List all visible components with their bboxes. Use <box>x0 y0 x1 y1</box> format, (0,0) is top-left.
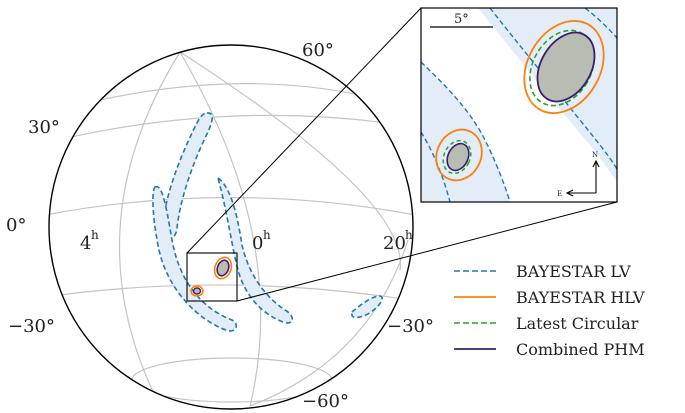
phm-contour-inset-small <box>446 142 470 172</box>
lv-band-inset-left <box>421 62 510 202</box>
lat-label-m30-left: −30° <box>8 316 55 337</box>
compass-east-label: E <box>557 190 562 198</box>
hlv-contour-globe <box>213 256 233 280</box>
lat-label-30: 30° <box>28 117 60 138</box>
legend-label: Combined PHM <box>516 339 645 359</box>
lv-arc-lower <box>152 185 238 332</box>
lv-arc-right <box>350 295 383 319</box>
meridian-line <box>51 51 181 181</box>
legend-item-bayestar-hlv: BAYESTAR HLV <box>452 284 680 310</box>
phm-contour-globe <box>216 259 230 277</box>
legend-swatch <box>454 270 496 272</box>
lat-label-60: 60° <box>302 40 334 61</box>
inset-frame <box>420 7 618 203</box>
lv-band-inset-edge <box>584 8 617 39</box>
lv-band-inset-left-edge <box>421 61 511 202</box>
hlv-contour-inset <box>523 20 605 114</box>
globe-localizations <box>190 256 233 297</box>
legend: BAYESTAR LV BAYESTAR HLV Latest Circular… <box>452 258 680 362</box>
meridian-line <box>179 51 262 407</box>
meridian-line <box>249 239 409 407</box>
globe: 60° 30° 0° −30° −30° −60° 4 h 0 h 20 h <box>6 7 618 412</box>
legend-swatch <box>454 322 496 324</box>
lat-label-m30-right: −30° <box>387 316 434 337</box>
hlv-contour-globe <box>190 285 204 297</box>
circular-contour-inset-small <box>442 139 472 175</box>
parallel-line <box>51 284 411 301</box>
zoom-box <box>186 252 238 302</box>
meridian-line <box>118 51 181 407</box>
compass: N E <box>557 151 600 198</box>
lv-arc-band <box>216 176 294 324</box>
ra-label-4h: 4 <box>80 233 91 254</box>
zoom-connector-top <box>186 7 422 254</box>
legend-swatch <box>454 348 496 350</box>
phm-contour-globe <box>192 287 202 295</box>
compass-north-label: N <box>592 151 598 159</box>
legend-item-latest-circular: Latest Circular <box>452 310 680 336</box>
legend-label: BAYESTAR HLV <box>516 287 645 307</box>
lat-label-0: 0° <box>6 215 26 236</box>
parallel-line <box>57 114 403 141</box>
globe-outline <box>48 44 414 410</box>
ra-label-0h: 0 <box>252 233 263 254</box>
inset-scale-bar: 5° <box>430 12 493 28</box>
ra-label-h-sup: h <box>263 228 271 242</box>
ra-label-h-sup: h <box>91 228 99 242</box>
lv-band-inset-right-fill <box>470 8 617 40</box>
legend-item-combined-phm: Combined PHM <box>452 336 680 362</box>
legend-label: BAYESTAR LV <box>516 261 631 281</box>
legend-label: Latest Circular <box>516 313 639 333</box>
lv-arc-upper <box>162 112 213 240</box>
ra-label-h-sup: h <box>405 228 413 242</box>
zoom-connector-bottom <box>236 201 618 302</box>
hlv-contour-inset-small <box>435 128 483 182</box>
legend-item-bayestar-lv: BAYESTAR LV <box>452 258 680 284</box>
meridian-line <box>179 51 401 271</box>
graticule <box>49 51 413 407</box>
lv-region <box>152 112 383 332</box>
graticule-labels: 60° 30° 0° −30° −30° −60° 4 h 0 h 20 h <box>6 40 434 412</box>
ra-label-20h: 20 <box>383 233 406 254</box>
legend-swatch <box>454 296 496 298</box>
phm-contour-inset <box>536 31 596 103</box>
parallel-line <box>99 83 361 101</box>
scale-bar-label: 5° <box>454 12 469 27</box>
lv-band-inset-middle <box>489 8 617 171</box>
inset-panel: 5° N E <box>420 7 618 203</box>
lat-label-m60: −60° <box>302 391 349 412</box>
